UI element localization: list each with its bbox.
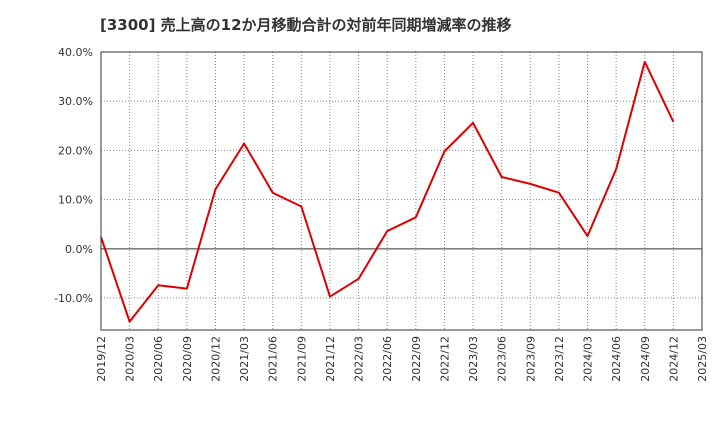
x-tick-label: 2019/12 <box>95 336 108 382</box>
x-tick-label: 2022/09 <box>410 336 423 382</box>
y-tick-label: 10.0% <box>58 194 93 207</box>
x-tick-label: 2022/06 <box>381 336 394 382</box>
x-tick-label: 2024/12 <box>667 336 680 382</box>
x-tick-label: 2020/12 <box>209 336 222 382</box>
y-tick-label: 30.0% <box>58 95 93 108</box>
x-tick-label: 2023/03 <box>467 336 480 382</box>
grid-lines <box>100 51 703 330</box>
chart-title: [3300] 売上高の12か月移動合計の対前年同期増減率の推移 <box>100 16 512 34</box>
x-tick-label: 2021/03 <box>238 336 251 382</box>
y-tick-label: -10.0% <box>54 292 93 305</box>
x-tick-label: 2020/03 <box>124 336 137 382</box>
plot-area-frame <box>100 51 703 331</box>
y-tick-label: 0.0% <box>65 243 93 256</box>
x-tick-label: 2023/06 <box>496 336 509 382</box>
x-tick-label: 2020/09 <box>181 336 194 382</box>
x-tick-label: 2024/09 <box>639 336 652 382</box>
x-tick-label: 2023/09 <box>524 336 537 382</box>
x-tick-label: 2025/03 <box>696 336 709 382</box>
y-axis-tick-labels: -10.0% 0.0% 10.0% 20.0% 30.0% 40.0% <box>54 46 93 305</box>
y-tick-label: 20.0% <box>58 144 93 157</box>
plot-area-background <box>101 52 702 330</box>
x-tick-label: 2021/06 <box>267 336 280 382</box>
x-tick-label: 2022/12 <box>438 336 451 382</box>
x-tick-label: 2024/03 <box>582 336 595 382</box>
x-tick-label: 2024/06 <box>610 336 623 382</box>
x-tick-label: 2022/03 <box>353 336 366 382</box>
y-tick-label: 40.0% <box>58 46 93 59</box>
x-tick-label: 2021/12 <box>324 336 337 382</box>
x-tick-label: 2023/12 <box>553 336 566 382</box>
x-axis-tick-labels: 2019/12 2020/03 2020/06 2020/09 2020/12 2021/… <box>95 336 709 382</box>
series-layer <box>100 60 675 323</box>
x-tick-label: 2020/06 <box>152 336 165 382</box>
x-tick-label: 2021/09 <box>295 336 308 382</box>
